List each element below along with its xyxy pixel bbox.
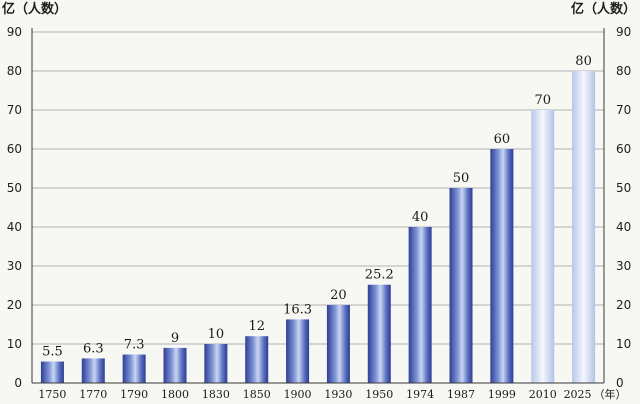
x-category-label-1987: 1987 [447,388,475,401]
bar-1800 [163,347,187,383]
data-label-1950: 25.2 [365,268,394,283]
y-tick-label-left: 20 [7,298,22,312]
x-category-label-2025: 2025 [564,388,592,401]
data-label-1999: 60 [494,132,511,147]
bar-1830 [204,344,228,383]
x-category-label-1770: 1770 [79,388,107,401]
x-unit-label: （年） [594,387,627,401]
y-tick-label-right: 20 [616,298,631,312]
bar-1750 [40,361,64,383]
data-label-1800: 9 [171,331,179,346]
y-tick-label-right: 40 [616,220,631,234]
bar-1900 [286,319,310,383]
bar-1790 [122,354,146,383]
bar-1770 [81,358,105,383]
data-label-1830: 10 [208,327,225,342]
y-unit-label-right: 亿（人数） [571,1,636,17]
y-tick-label-left: 80 [7,64,22,78]
y-tick-label-right: 10 [616,337,631,351]
y-tick-label-right: 0 [616,376,624,390]
bar-1974 [408,227,432,383]
y-tick-label-right: 90 [616,25,631,39]
data-label-1987: 50 [453,171,470,186]
y-unit-label-left: 亿（人数） [2,1,67,17]
data-label-1974: 40 [412,210,429,225]
y-tick-label-left: 60 [7,142,22,156]
data-label-1790: 7.3 [124,338,145,353]
y-tick-label-right: 70 [616,103,631,117]
y-tick-label-left: 90 [7,25,22,39]
data-label-1900: 16.3 [283,302,312,317]
x-category-label-1999: 1999 [488,388,516,401]
y-tick-label-left: 30 [7,259,22,273]
y-tick-label-left: 10 [7,337,22,351]
data-label-1750: 5.5 [42,345,63,360]
bar-2010 [531,110,555,383]
data-label-1770: 6.3 [83,341,104,356]
x-category-label-1930: 1930 [324,388,352,401]
x-category-label-1950: 1950 [365,388,393,401]
axes [31,28,605,384]
bar-1930 [326,305,350,383]
y-tick-label-right: 50 [616,181,631,195]
y-tick-label-right: 30 [616,259,631,273]
x-category-label-1850: 1850 [243,388,271,401]
bar-1987 [449,188,473,383]
x-category-label-1790: 1790 [120,388,148,401]
data-label-2010: 70 [534,93,551,108]
y-tick-label-left: 40 [7,220,22,234]
data-label-1850: 12 [248,319,265,334]
bar-1999 [490,149,514,383]
data-label-1930: 20 [330,288,347,303]
y-tick-label-right: 80 [616,64,631,78]
x-category-label-1900: 1900 [284,388,312,401]
x-category-label-1974: 1974 [406,388,434,401]
data-label-2025: 80 [575,54,592,69]
y-tick-label-left: 50 [7,181,22,195]
y-tick-label-right: 60 [616,142,631,156]
y-tick-label-left: 0 [14,376,22,390]
bar-1950 [367,284,391,383]
gridlines [32,31,604,384]
bar-1850 [245,336,269,383]
x-category-label-1830: 1830 [202,388,230,401]
x-category-label-1750: 1750 [38,388,66,401]
y-tick-label-left: 70 [7,103,22,117]
x-category-label-2010: 2010 [529,388,557,401]
bar-2025 [572,71,596,383]
bars [40,71,596,383]
x-category-label-1800: 1800 [161,388,189,401]
